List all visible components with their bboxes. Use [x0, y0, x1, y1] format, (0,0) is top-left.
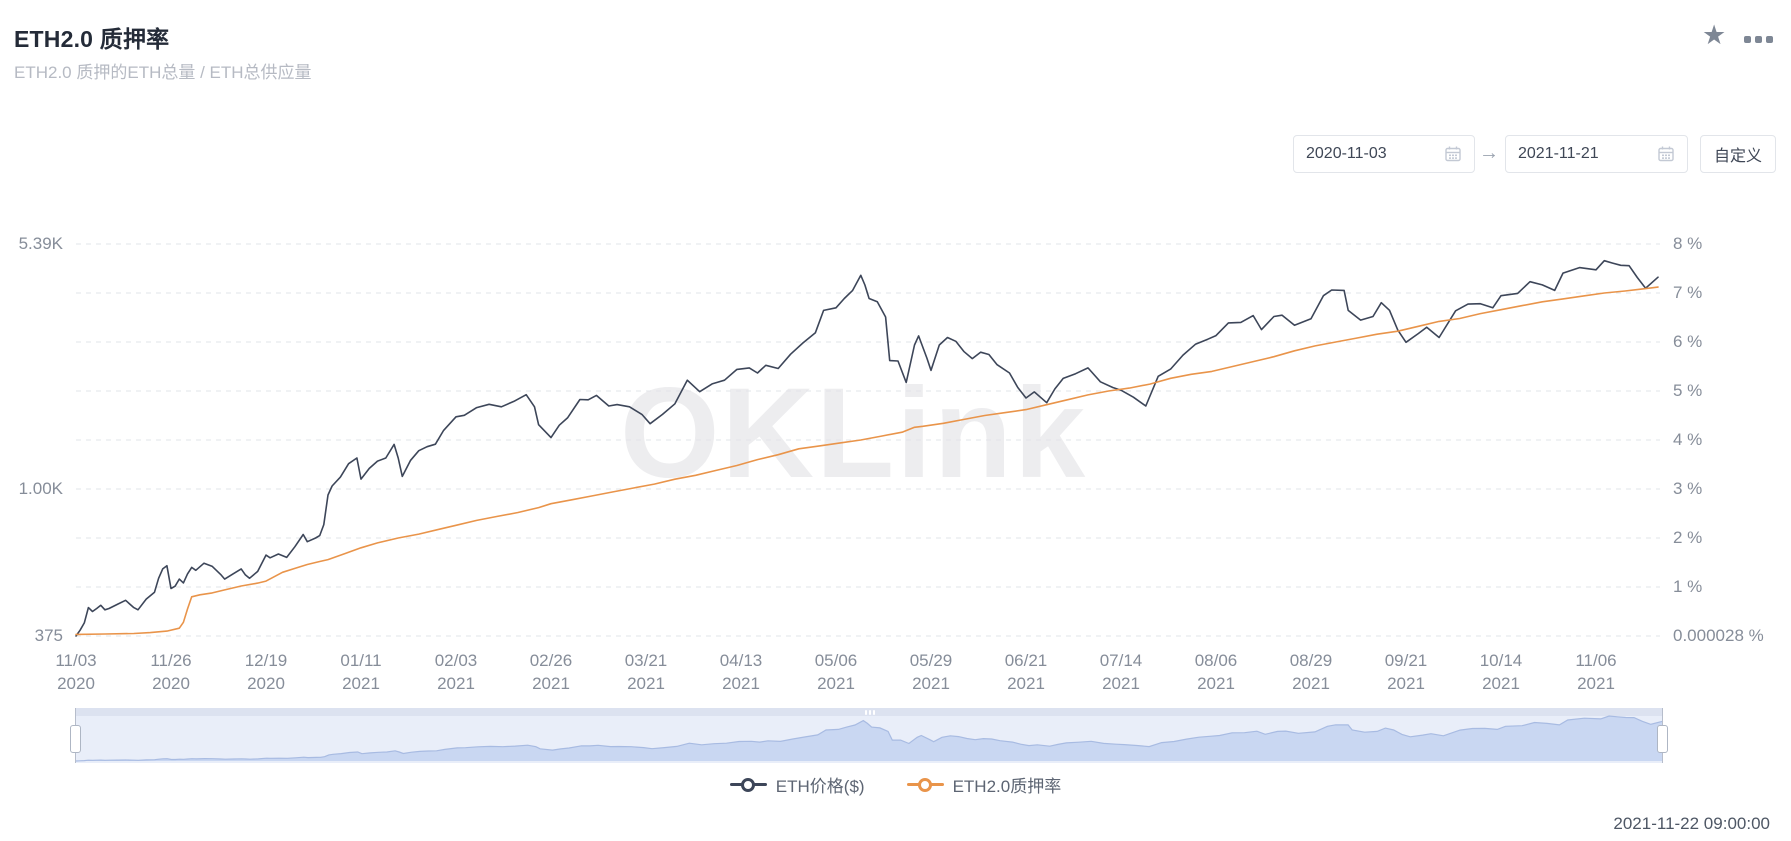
- datazoom-right-handle[interactable]: [1657, 725, 1668, 753]
- x-axis-tick: 07/14 2021: [1099, 651, 1143, 693]
- datazoom-move-bar[interactable]: [76, 708, 1663, 716]
- page-subtitle: ETH2.0 质押的ETH总量 / ETH总供应量: [14, 63, 312, 82]
- legend-item-staking-rate[interactable]: ETH2.0质押率: [906, 772, 1062, 797]
- x-axis-tick: 12/19 2020: [244, 651, 288, 693]
- x-axis-tick: 04/13 2021: [719, 651, 763, 693]
- calendar-icon[interactable]: [1657, 145, 1675, 163]
- datazoom-grip-icon: [864, 710, 875, 715]
- y-axis-right-tick: 8 %: [1673, 234, 1703, 253]
- y-axis-right-tick: 6 %: [1673, 332, 1703, 351]
- x-axis-tick: 05/29 2021: [909, 651, 953, 693]
- chart-legend: ETH价格($) ETH2.0质押率: [0, 772, 1791, 797]
- more-options-ellipsis-icon[interactable]: [1744, 36, 1773, 43]
- oklink-watermark: OKLink: [620, 362, 1088, 505]
- x-axis-tick: 08/06 2021: [1194, 651, 1238, 693]
- y-axis-right-tick: 2 %: [1673, 528, 1703, 547]
- date-range-arrow-icon: →: [1479, 142, 1499, 164]
- y-axis-right-tick: 5 %: [1673, 381, 1703, 400]
- date-to-input[interactable]: 2021-11-21: [1505, 135, 1688, 173]
- y-axis-right-tick: 1 %: [1673, 577, 1703, 596]
- date-from-value: 2020-11-03: [1306, 145, 1387, 162]
- staking-rate-line-marker-icon: [906, 777, 944, 792]
- eth-price-line-marker-icon: [729, 777, 767, 792]
- y-axis-right-tick: 3 %: [1673, 479, 1703, 498]
- y-axis-right-tick: 0.000028 %: [1673, 626, 1764, 645]
- custom-range-button[interactable]: 自定义: [1700, 135, 1776, 173]
- favorite-star-icon[interactable]: ★: [1702, 20, 1727, 50]
- x-axis-tick: 09/21 2021: [1384, 651, 1428, 693]
- y-axis-left-tick: 375: [34, 626, 63, 645]
- datazoom-left-handle[interactable]: [70, 725, 81, 753]
- y-axis-left-tick: 1.00K: [18, 479, 63, 498]
- x-axis-tick: 11/26 2020: [150, 651, 192, 693]
- y-axis-right-tick: 7 %: [1673, 283, 1703, 302]
- page-title: ETH2.0 质押率: [14, 26, 170, 52]
- x-axis-tick: 08/29 2021: [1289, 651, 1333, 693]
- y-axis-left-tick: 5.39K: [18, 234, 63, 253]
- date-to-value: 2021-11-21: [1518, 145, 1599, 162]
- x-axis-tick: 02/03 2021: [434, 651, 478, 693]
- date-from-input[interactable]: 2020-11-03: [1293, 135, 1475, 173]
- datazoom-slider-track[interactable]: [76, 708, 1663, 763]
- x-axis-tick: 06/21 2021: [1004, 651, 1048, 693]
- calendar-icon[interactable]: [1444, 145, 1462, 163]
- x-axis-tick: 11/06 2021: [1575, 651, 1617, 693]
- x-axis-tick: 02/26 2021: [529, 651, 573, 693]
- legend-label: ETH2.0质押率: [952, 777, 1062, 796]
- x-axis-tick: 10/14 2021: [1479, 651, 1523, 693]
- x-axis-tick: 11/03 2020: [55, 651, 97, 693]
- legend-item-eth-price[interactable]: ETH价格($): [729, 772, 865, 797]
- legend-label: ETH价格($): [775, 777, 865, 796]
- x-axis-tick: 01/11 2021: [340, 651, 382, 693]
- y-axis-right-tick: 4 %: [1673, 430, 1703, 449]
- last-updated-timestamp: 2021-11-22 09:00:00: [1613, 814, 1770, 833]
- x-axis-tick: 05/06 2021: [814, 651, 858, 693]
- x-axis-tick: 03/21 2021: [624, 651, 668, 693]
